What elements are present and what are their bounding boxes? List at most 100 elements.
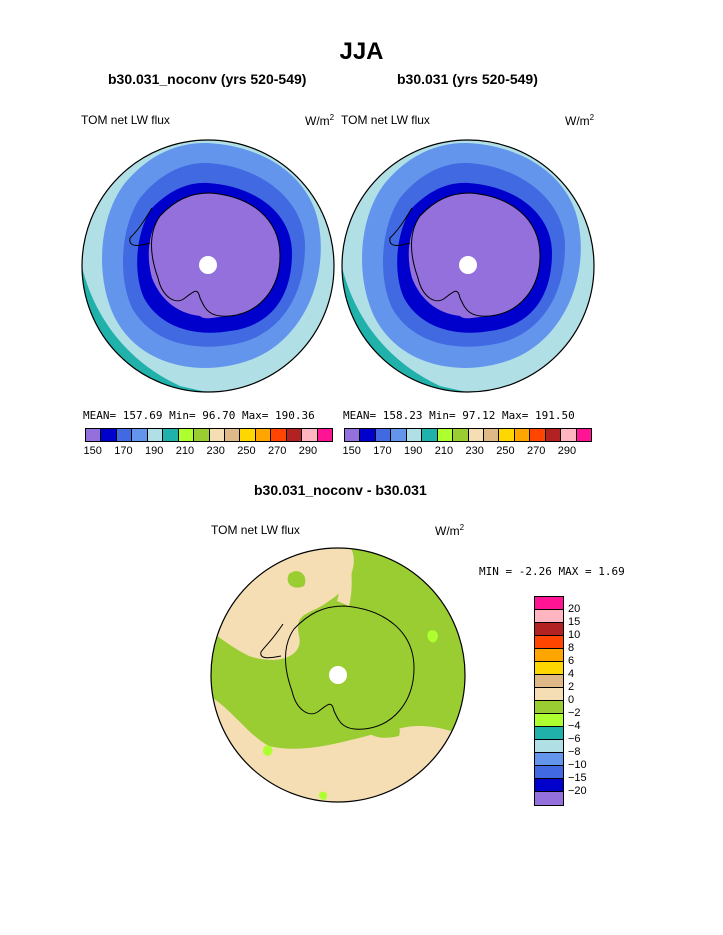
colorbar-swatch [302,429,318,441]
panel2-variable-label: TOM net LW flux [341,113,430,127]
colorbar-tick-label: 150 [342,445,361,457]
panel2-polar-map [341,139,595,393]
colorbar-swatch [163,429,179,441]
colorbar-swatch [255,429,272,441]
colorbar-swatch [406,429,423,441]
colorbar-swatch [178,429,195,441]
diff-coastline-peninsula [260,623,284,659]
colorbar-tick-label: −20 [568,785,587,797]
diff-wheat-strip [337,548,352,606]
colorbar-swatch [535,675,563,688]
diff-pole-mask [329,666,347,684]
diff-colorbar-ticks: 20 15 10 8 6 4 2 0 −2 −4 −6 −8 −10 −15 −20 [568,596,608,802]
colorbar-tick-label: 190 [145,445,164,457]
colorbar-swatch [545,429,562,441]
colorbar-swatch [147,429,164,441]
colorbar-tick-label: 20 [568,603,581,615]
colorbar-swatch [535,753,563,766]
colorbar-swatch [535,688,563,701]
colorbar-swatch [209,429,225,441]
panel2-coastline-peninsula [389,207,413,246]
colorbar-swatch [375,429,392,441]
diff-green-patch-north [287,571,306,588]
colorbar-tick-label: 190 [404,445,423,457]
diff-light-green-patch-east [427,630,438,643]
colorbar-swatch [535,662,563,675]
diff-minmax: MIN = -2.26 MAX = 1.69 [479,565,625,578]
colorbar-swatch [271,429,287,441]
colorbar-tick-label: 230 [206,445,225,457]
diff-coastline [285,605,415,730]
diff-colorbar [534,596,564,806]
panel1-polar-map [81,139,335,393]
colorbar-swatch [535,636,563,649]
colorbar-tick-label: −8 [568,746,581,758]
colorbar-swatch [535,701,563,714]
colorbar-swatch [86,429,102,441]
colorbar-swatch [535,597,563,610]
colorbar-tick-label: 210 [434,445,454,457]
diff-variable-label: TOM net LW flux [211,523,300,537]
colorbar-tick-label: 230 [465,445,484,457]
colorbar-swatch [453,429,469,441]
colorbar-tick-label: 170 [114,445,133,457]
colorbar-swatch [116,429,133,441]
colorbar-swatch [437,429,454,441]
colorbar-tick-label: 290 [557,445,577,457]
panel2-colorbar-ticks: 150 170 190 210 230 250 270 290 [342,445,590,459]
colorbar-tick-label: 4 [568,668,575,680]
colorbar-swatch [514,429,531,441]
colorbar-swatch [535,623,563,636]
colorbar-tick-label: 150 [83,445,102,457]
diff-units-label: W/m2 [435,523,465,538]
panel1-variable-label: TOM net LW flux [81,113,170,127]
colorbar-swatch [535,714,563,727]
colorbar-tick-label: 250 [496,445,515,457]
diff-polar-map [210,547,466,803]
colorbar-tick-label: 0 [568,694,575,706]
colorbar-swatch [535,740,563,753]
panel2-ice-region [408,193,540,319]
panel2-coastline [411,192,541,317]
colorbar-tick-label: −4 [568,720,581,732]
colorbar-tick-label: 170 [373,445,392,457]
colorbar-swatch [535,766,563,779]
colorbar-swatch [422,429,438,441]
colorbar-tick-label: −2 [568,707,581,719]
colorbar-swatch [561,429,577,441]
colorbar-tick-label: 290 [298,445,318,457]
colorbar-swatch [535,610,563,623]
colorbar-swatch [535,649,563,662]
diff-light-green-patch-southwest [262,745,273,756]
diff-map-border [210,547,466,803]
colorbar-tick-label: 10 [568,629,581,641]
colorbar-tick-label: 8 [568,642,575,654]
panel1-coastline [151,192,281,317]
diff-title: b30.031_noconv - b30.031 [254,482,427,498]
panel1-coastline-peninsula [129,207,153,246]
colorbar-tick-label: −15 [568,772,587,784]
colorbar-swatch [345,429,361,441]
colorbar-tick-label: 270 [527,445,546,457]
panel1-colorbar-ticks: 150 170 190 210 230 250 270 290 [83,445,331,459]
colorbar-tick-label: 2 [568,681,575,693]
panel2-map-border [341,139,595,393]
colorbar-tick-label: 6 [568,655,575,667]
colorbar-swatch [535,727,563,740]
panel1-colorbar [85,428,333,442]
panel1-ice-region [148,193,280,319]
colorbar-tick-label: −10 [568,759,587,771]
colorbar-swatch [286,429,303,441]
panel2-title: b30.031 (yrs 520-549) [397,71,538,87]
colorbar-swatch [317,429,332,441]
colorbar-swatch [499,429,515,441]
colorbar-swatch [360,429,376,441]
colorbar-swatch [530,429,546,441]
diff-light-green-patch-south [318,791,328,800]
panel1-title: b30.031_noconv (yrs 520-549) [108,71,307,87]
colorbar-swatch [224,429,241,441]
colorbar-swatch [391,429,407,441]
panel1-units-label: W/m2 [305,113,335,128]
colorbar-tick-label: 270 [268,445,287,457]
panel2-pole-mask [459,256,477,274]
